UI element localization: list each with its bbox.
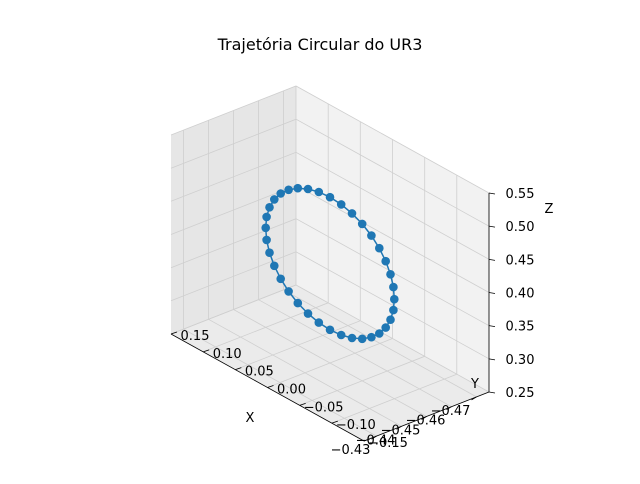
y-axis-label: Y	[470, 377, 479, 392]
trajectory-point	[262, 212, 271, 222]
trajectory-point	[325, 325, 335, 335]
z-grid-line	[170, 118, 490, 227]
z-tick-mark	[488, 258, 496, 261]
y-tick-label: 0.10	[213, 347, 242, 362]
y-tick-label: 0.05	[245, 365, 274, 380]
trajectory-point	[347, 333, 357, 343]
z-tick-mark	[488, 391, 496, 394]
y-tick-mark	[235, 367, 242, 371]
x-tick-mark	[421, 416, 427, 420]
trajectory-point	[381, 256, 391, 266]
x-tick-mark	[396, 425, 402, 430]
trajectory-point	[303, 309, 313, 318]
trajectory-point	[389, 282, 398, 292]
trajectory-point	[325, 192, 335, 202]
x-tick-label: −0.46	[406, 414, 446, 429]
y-tick-label: 0.15	[181, 329, 210, 344]
trajectory-point	[389, 305, 398, 315]
trajectory-point	[262, 235, 271, 245]
x-tick-label: −0.47	[431, 404, 471, 419]
trajectory-point	[314, 318, 324, 327]
grid-lines	[170, 85, 490, 442]
trajectory-point	[270, 195, 279, 204]
trajectory-point	[261, 223, 271, 233]
y-tick-mark	[299, 402, 306, 406]
trajectory-point	[276, 189, 286, 198]
axis-lines	[170, 192, 496, 442]
trajectory-point	[357, 334, 367, 344]
y-tick-label: −0.10	[336, 418, 376, 433]
y-tick-mark	[331, 420, 338, 424]
trajectory-point	[367, 231, 376, 240]
trajectory-point	[386, 270, 395, 279]
z-tick-mark	[488, 192, 496, 195]
y-tick-mark	[363, 438, 371, 442]
x-tick-label: −0.45	[381, 424, 421, 439]
trajectory-point	[357, 219, 367, 229]
trajectory-point	[270, 261, 279, 271]
chart-title: Trajetória Circular do UR3	[217, 35, 423, 54]
trajectory-point	[390, 294, 399, 304]
y-tick-mark	[170, 331, 178, 335]
trajectory-point	[336, 330, 346, 340]
trajectory-point	[284, 287, 293, 296]
z-tick-label: 0.50	[506, 220, 535, 235]
y-tick-label: 0.00	[277, 383, 306, 398]
x-axis-label: X	[246, 411, 255, 426]
trajectory-point	[336, 200, 346, 209]
z-tick-mark	[488, 292, 496, 294]
z-tick-mark	[488, 325, 496, 328]
z-tick-label: 0.25	[506, 386, 535, 401]
z-tick-label: 0.45	[506, 253, 535, 268]
z-tick-label: 0.40	[506, 287, 535, 302]
x-tick-mark	[446, 406, 452, 411]
trajectory-point	[381, 323, 391, 332]
trajectory-point	[276, 274, 286, 284]
y-tick-mark	[267, 385, 274, 388]
y-tick-label: −0.05	[304, 400, 344, 415]
z-grid-line	[170, 85, 490, 194]
trajectory-point	[293, 298, 303, 308]
trajectory-point	[265, 248, 274, 257]
z-tick-mark	[488, 358, 496, 361]
z-grid-line	[170, 218, 490, 327]
trajectory-point	[265, 203, 274, 212]
tick-labels: −0.47−0.46−0.45−0.44−0.43−0.15 −0.10 −0.05…	[181, 187, 535, 458]
z-tick-label: 0.55	[506, 187, 535, 202]
x-tick-mark	[471, 396, 477, 401]
z-grid-line	[170, 251, 490, 360]
trajectory-point	[375, 329, 384, 338]
x-tick-mark	[371, 435, 377, 440]
z-grid-line	[170, 284, 490, 393]
x-tick-label: −0.43	[331, 443, 371, 458]
trajectory-point	[386, 315, 395, 325]
z-grid-line	[170, 151, 490, 260]
trajectory-point	[347, 209, 357, 218]
trajectory-point	[375, 243, 384, 253]
trajectory-point	[367, 332, 376, 342]
trajectory-point	[284, 185, 293, 195]
y-tick-label: −0.15	[368, 436, 408, 451]
x-tick-label: −0.44	[356, 433, 396, 448]
trajectory-points	[261, 183, 399, 344]
trajectory-point	[303, 184, 313, 194]
z-tick-mark	[488, 225, 496, 228]
axis-panes	[171, 86, 489, 441]
z-axis-label: Z	[545, 202, 554, 217]
z-tick-label: 0.35	[506, 320, 535, 335]
z-tick-label: 0.30	[506, 353, 535, 368]
trajectory-point	[314, 187, 324, 197]
y-tick-mark	[203, 349, 210, 353]
trajectory-point	[293, 183, 303, 193]
